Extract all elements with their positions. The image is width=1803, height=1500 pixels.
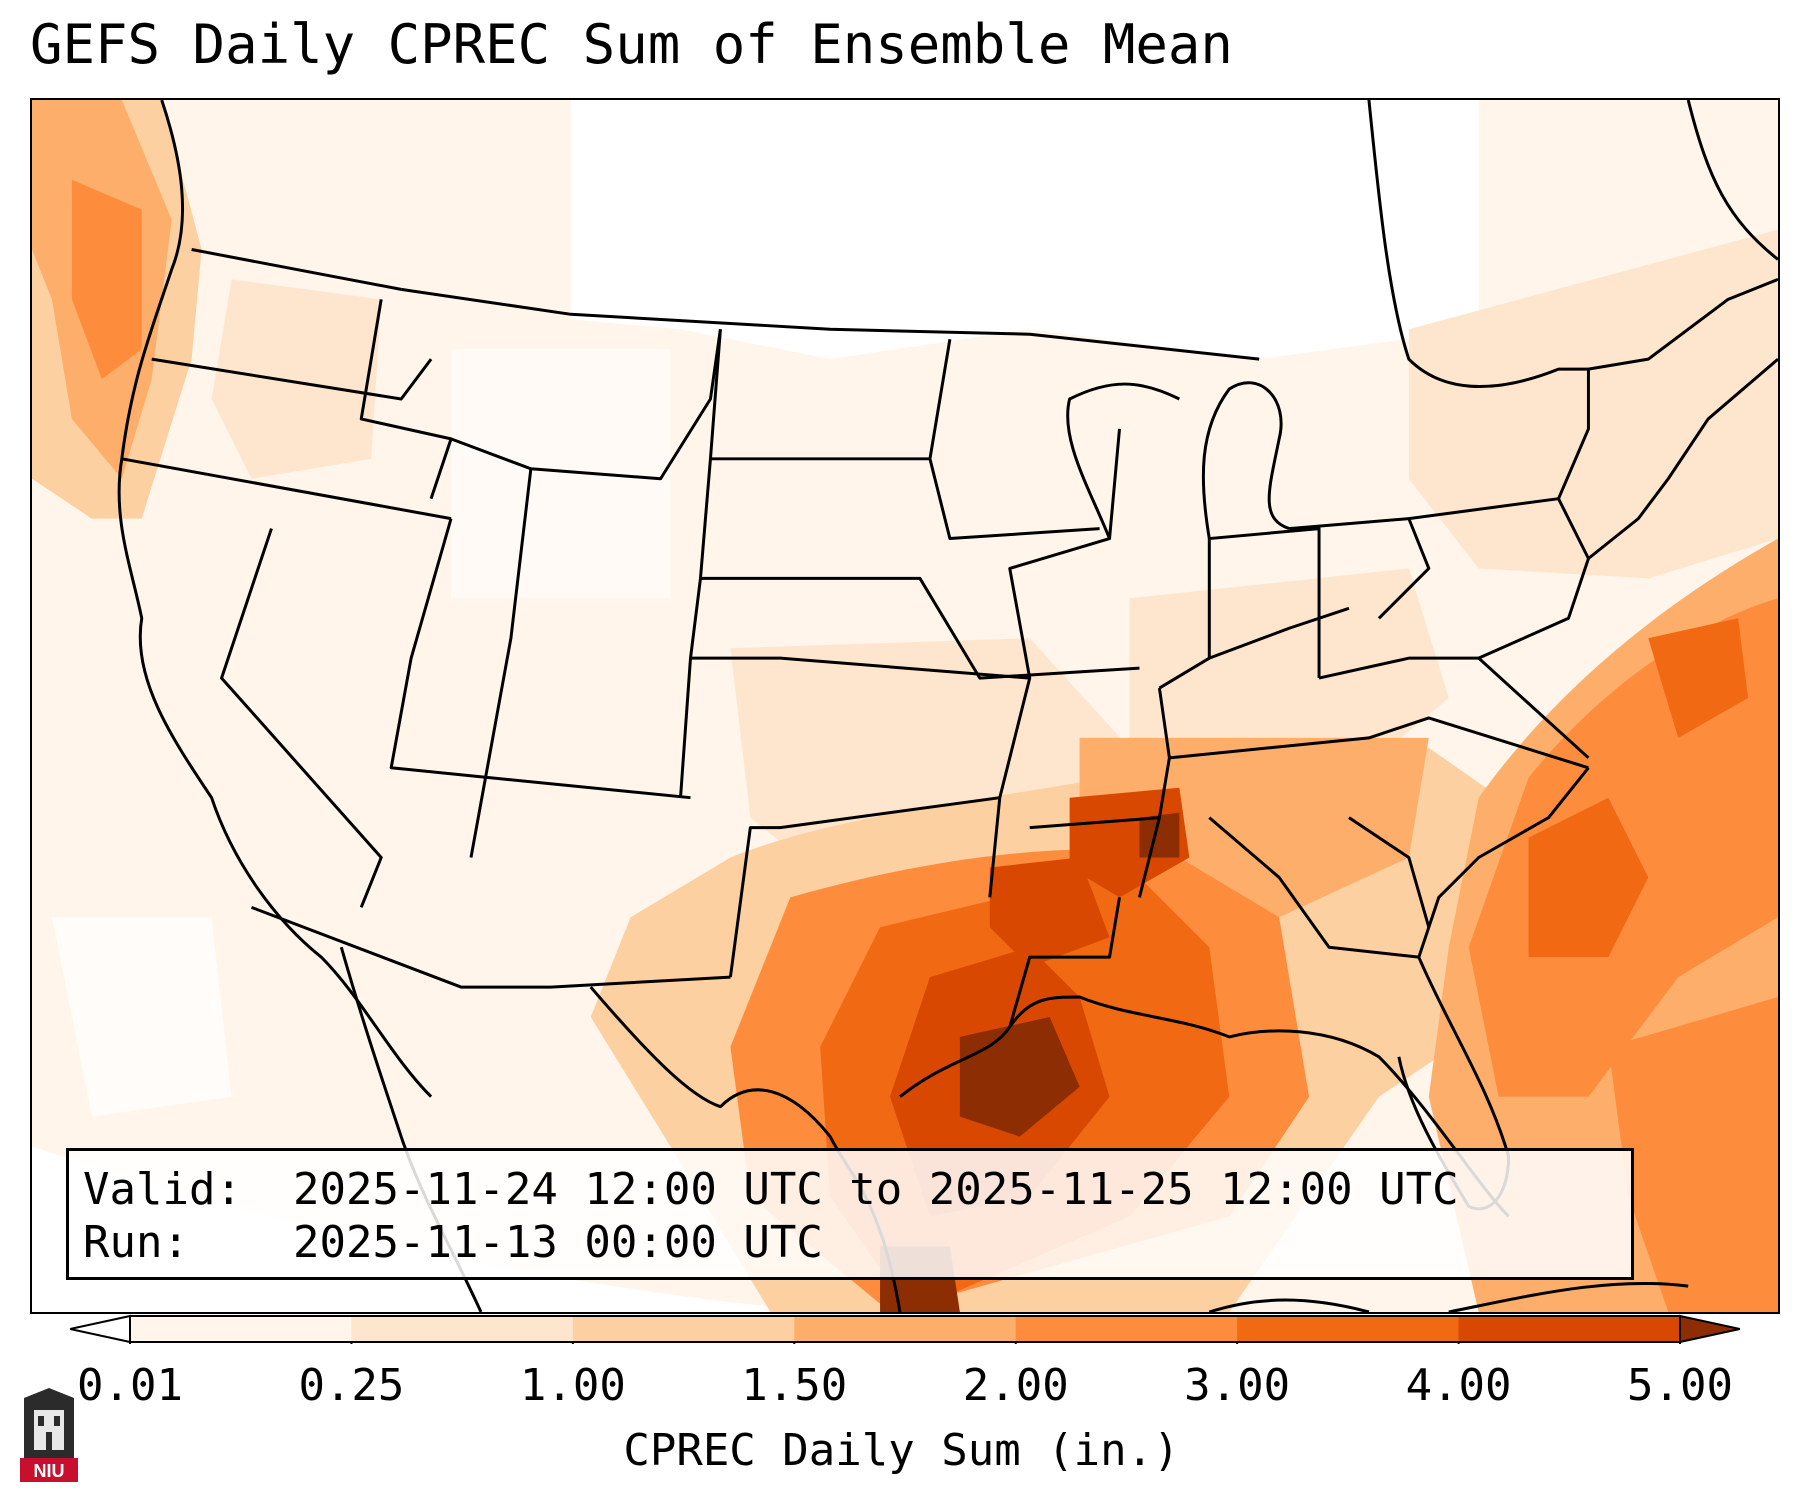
run-label: Run: — [83, 1217, 189, 1268]
map-canvas — [32, 100, 1778, 1312]
boundaries — [117, 100, 1778, 1312]
colorbar-under-arrow — [70, 1314, 131, 1344]
run-line: Run: 2025-11-13 00:00 UTC — [83, 1216, 1617, 1269]
colorbar-segment — [351, 1316, 574, 1342]
colorbar-tick-label: 1.50 — [741, 1360, 848, 1411]
colorbar-outline — [129, 1315, 1681, 1343]
valid-line: Valid: 2025-11-24 12:00 UTC to 2025-11-25… — [83, 1163, 1617, 1216]
colorbar-segment — [130, 1316, 352, 1342]
map-title: GEFS Daily CPREC Sum of Ensemble Mean — [30, 13, 1233, 76]
colorbar-tick-label: 4.00 — [1405, 1360, 1512, 1411]
colorbar-segment — [572, 1316, 795, 1342]
colorbar-segment — [1015, 1316, 1238, 1342]
colorbar-over-arrow — [1679, 1314, 1740, 1344]
colorbar-segment — [1458, 1316, 1681, 1342]
colorbar-segment — [794, 1316, 1017, 1342]
run-value: 2025-11-13 00:00 UTC — [293, 1217, 823, 1268]
colorbar-tick-label: 5.00 — [1627, 1360, 1733, 1411]
colorbar-segment — [1237, 1316, 1460, 1342]
colorbar-tick-label: 0.25 — [298, 1360, 405, 1411]
valid-label: Valid: — [83, 1164, 242, 1215]
precip-shading — [32, 100, 1778, 1312]
colorbar-tick-label: 2.00 — [962, 1360, 1069, 1411]
colorbar — [70, 1314, 1740, 1344]
colorbar-tick-label: 3.00 — [1184, 1360, 1291, 1411]
colorbar-label: CPREC Daily Sum (in.) — [623, 1425, 1180, 1476]
colorbar-tick-label: 0.01 — [77, 1360, 183, 1411]
valid-value: 2025-11-24 12:00 UTC to 2025-11-25 12:00… — [293, 1164, 1459, 1215]
niu-logo-text: NIU — [34, 1461, 65, 1481]
valid-run-info-box: Valid: 2025-11-24 12:00 UTC to 2025-11-25… — [66, 1148, 1634, 1280]
precipitation-map — [30, 98, 1780, 1314]
colorbar-tick-label: 1.00 — [519, 1360, 626, 1411]
colorbar-segments — [70, 1314, 1740, 1344]
colorbar-ticks — [129, 1342, 1681, 1344]
niu-logo: NIU — [20, 1388, 78, 1482]
